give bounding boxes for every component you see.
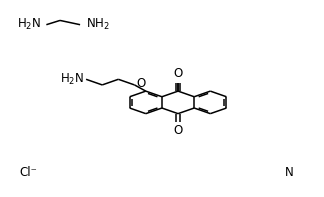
Text: O: O bbox=[173, 124, 183, 137]
Text: O: O bbox=[136, 77, 145, 90]
Text: $\mathregular{NH_2}$: $\mathregular{NH_2}$ bbox=[86, 17, 110, 32]
Text: N: N bbox=[284, 166, 293, 179]
Text: $\mathregular{H_2N}$: $\mathregular{H_2N}$ bbox=[17, 17, 41, 32]
Text: Cl⁻: Cl⁻ bbox=[19, 166, 37, 179]
Text: $\mathregular{H_2N}$: $\mathregular{H_2N}$ bbox=[60, 72, 85, 87]
Text: O: O bbox=[173, 68, 183, 81]
